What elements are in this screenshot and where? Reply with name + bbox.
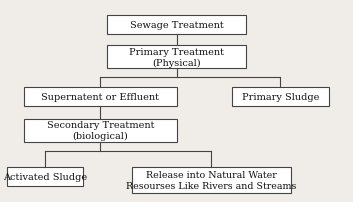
Text: Primary Treatment
(Physical): Primary Treatment (Physical) <box>129 47 224 67</box>
Text: Sewage Treatment: Sewage Treatment <box>130 21 223 30</box>
FancyBboxPatch shape <box>107 16 246 35</box>
Text: Release into Natural Water
Resourses Like Rivers and Streams: Release into Natural Water Resourses Lik… <box>126 170 296 190</box>
Text: Activated Sludge: Activated Sludge <box>3 172 87 181</box>
FancyBboxPatch shape <box>24 119 176 142</box>
Text: Secondary Treatment
(biological): Secondary Treatment (biological) <box>47 121 154 141</box>
FancyBboxPatch shape <box>107 46 246 69</box>
FancyBboxPatch shape <box>24 88 176 106</box>
Text: Supernatent or Effluent: Supernatent or Effluent <box>41 93 160 102</box>
FancyBboxPatch shape <box>132 167 291 193</box>
FancyBboxPatch shape <box>232 88 329 106</box>
Text: Primary Sludge: Primary Sludge <box>241 93 319 102</box>
FancyBboxPatch shape <box>7 167 83 186</box>
